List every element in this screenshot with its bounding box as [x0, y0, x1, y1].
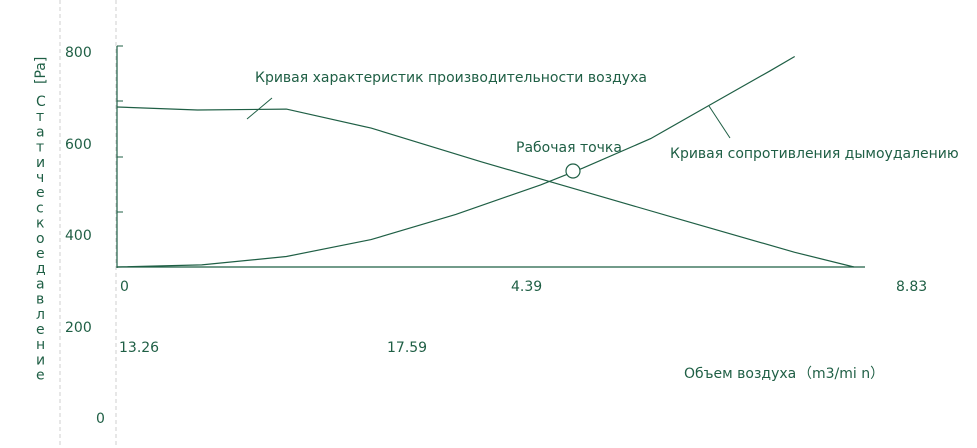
y-axis-label-letter: С: [36, 94, 46, 110]
y-axis-label-letter: ч: [36, 170, 44, 186]
y-axis-label-letter: е: [36, 246, 45, 262]
y-tick-label: 0: [96, 411, 105, 427]
y-axis-label-letter: и: [36, 352, 45, 368]
y-axis-label-letter: н: [36, 337, 45, 353]
series-line-resistance: [116, 55, 796, 268]
x-tick-label: 4.39: [511, 279, 542, 295]
y-axis-label-letter: к: [36, 216, 44, 232]
y-tick-label: 800: [65, 45, 92, 61]
y-axis-label-letter: д: [36, 261, 46, 277]
x-tick-label: 17.59: [387, 340, 427, 356]
y-tick-label: 600: [65, 137, 92, 153]
x-tick-label: 0: [120, 279, 129, 295]
y-axis-label-letter: е: [36, 368, 45, 384]
leader-line-performance: [246, 97, 273, 120]
y-axis-label-letter: л: [36, 307, 45, 323]
x-tick-label: 13.26: [119, 340, 159, 356]
x-tick-label: 8.83: [896, 279, 927, 295]
series-label-performance: Кривая характеристик производительности …: [255, 70, 647, 86]
y-axis-label-letter: а: [36, 124, 45, 140]
x-axis-label: Объем воздуха: [684, 366, 796, 382]
y-tick-label: 200: [65, 320, 92, 336]
y-axis-label-letter: а: [36, 276, 45, 292]
y-axis-label-letter: е: [36, 322, 45, 338]
y-axis-label-letter: и: [36, 155, 45, 171]
operating-point-marker: [565, 163, 581, 179]
y-axis-label-letter: т: [36, 109, 44, 125]
x-axis-unit: （m3/mi n）: [798, 366, 884, 382]
y-axis-label-letter: в: [36, 292, 44, 308]
series-line-performance: [116, 106, 855, 268]
operating-point-label: Рабочая точка: [516, 140, 622, 156]
leader-line-resistance: [708, 105, 731, 139]
y-tick-label: 400: [65, 228, 92, 244]
y-axis-unit: [Pa]: [33, 57, 49, 84]
y-axis-label-letter: с: [36, 200, 44, 216]
series-label-resistance: Кривая сопротивления дымоудалению: [670, 146, 959, 162]
y-axis-label-letter: е: [36, 185, 45, 201]
y-axis-label-letter: т: [36, 140, 44, 156]
y-axis-label-letter: о: [36, 231, 45, 247]
